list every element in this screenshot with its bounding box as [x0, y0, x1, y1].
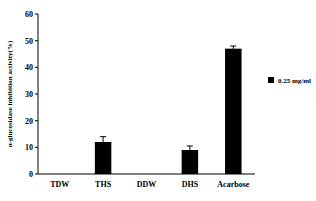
- y-axis: [38, 14, 39, 174]
- bar: [51, 174, 67, 175]
- chart-svg: 0 10 20 30 40 50 60 α-glucosidase inhibition ac…: [0, 0, 316, 201]
- chart-container: 0 10 20 30 40 50 60 α-glucosidase inhibition ac…: [0, 0, 316, 201]
- error-stem: [233, 46, 234, 51]
- error-cap: [230, 51, 236, 52]
- x-tick-label: THS: [95, 180, 112, 189]
- y-tick-label: 30: [25, 90, 33, 99]
- error-cap: [187, 154, 193, 155]
- y-tick-label: 50: [25, 37, 33, 46]
- x-tick-label: TDW: [50, 180, 69, 189]
- bar: [225, 49, 241, 174]
- y-tick-label: 60: [25, 10, 33, 19]
- error-cap: [187, 146, 193, 147]
- error-bar: [187, 146, 193, 154]
- x-tick-label: Acarbose: [217, 180, 249, 189]
- error-stem: [103, 137, 104, 148]
- bars: [95, 46, 242, 174]
- y-tick-label: 40: [25, 63, 33, 72]
- error-bar: [100, 137, 106, 148]
- x-axis: [38, 174, 255, 175]
- bar: [182, 150, 198, 174]
- legend-label: 0.25 mg/ml: [278, 77, 311, 85]
- error-cap: [230, 46, 236, 47]
- x-tick-label: DHS: [182, 180, 199, 189]
- x-tick-label: DDW: [137, 180, 157, 189]
- y-tick-label: 10: [25, 143, 33, 152]
- y-tick-label: 20: [25, 117, 33, 126]
- error-stem: [189, 146, 190, 154]
- bar: [138, 174, 154, 175]
- error-bar: [230, 46, 236, 51]
- error-cap: [100, 147, 106, 148]
- legend-swatch: [268, 77, 274, 83]
- y-tick-label: 0: [29, 170, 33, 179]
- error-cap: [100, 136, 106, 137]
- y-axis-label: α-glucosidase inhibition activity(%): [6, 40, 14, 147]
